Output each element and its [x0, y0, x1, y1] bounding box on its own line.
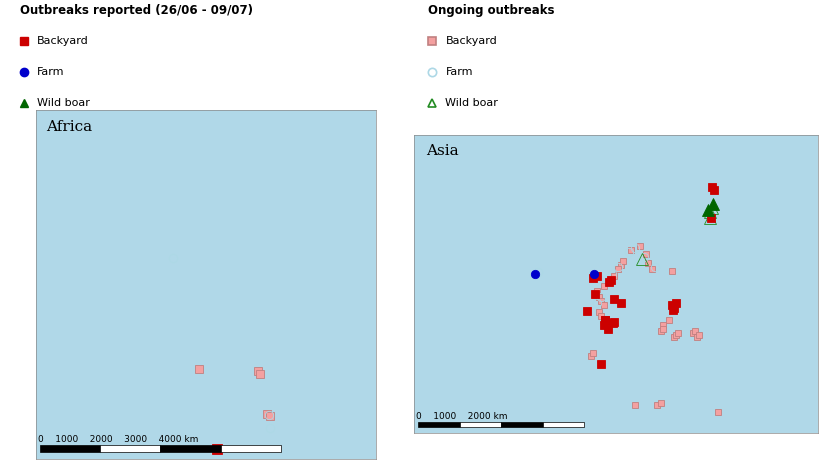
- FancyBboxPatch shape: [160, 445, 220, 452]
- Text: Ongoing outbreaks: Ongoing outbreaks: [427, 4, 554, 17]
- FancyBboxPatch shape: [39, 445, 100, 452]
- FancyBboxPatch shape: [542, 422, 583, 427]
- Text: Backyard: Backyard: [445, 35, 496, 46]
- FancyBboxPatch shape: [418, 422, 459, 427]
- FancyBboxPatch shape: [100, 445, 160, 452]
- FancyBboxPatch shape: [500, 422, 542, 427]
- Text: Wild boar: Wild boar: [445, 98, 498, 108]
- Text: Africa: Africa: [47, 120, 93, 134]
- FancyBboxPatch shape: [220, 445, 281, 452]
- Text: Outbreaks reported (26/06 - 09/07): Outbreaks reported (26/06 - 09/07): [20, 4, 253, 17]
- FancyBboxPatch shape: [459, 422, 500, 427]
- Text: Backyard: Backyard: [37, 35, 88, 46]
- Text: 0    1000    2000    3000    4000 km: 0 1000 2000 3000 4000 km: [38, 435, 198, 444]
- Text: Wild boar: Wild boar: [37, 98, 89, 108]
- Text: 0    1000    2000 km: 0 1000 2000 km: [416, 412, 507, 420]
- Text: Asia: Asia: [426, 144, 459, 158]
- Text: Farm: Farm: [445, 67, 473, 77]
- Text: Farm: Farm: [37, 67, 64, 77]
